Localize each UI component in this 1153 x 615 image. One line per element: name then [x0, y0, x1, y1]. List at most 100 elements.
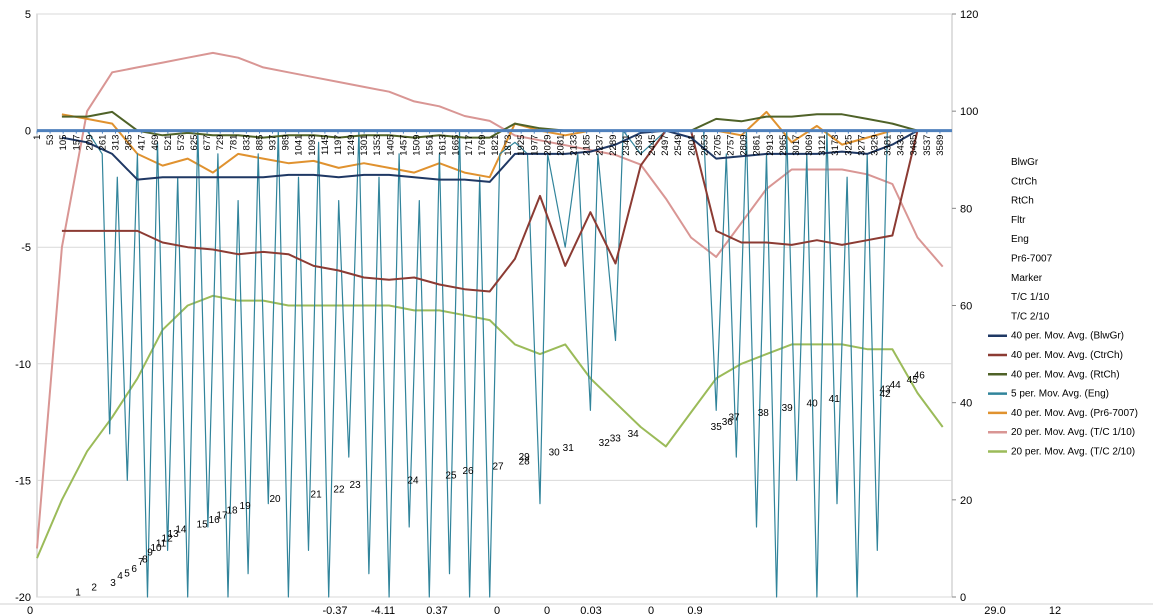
marker-label: 12: [162, 534, 174, 545]
x-tick-label: 209: [84, 135, 95, 151]
legend-label: 5 per. Mov. Avg. (Eng): [1011, 389, 1109, 400]
x-tick-label: 1457: [398, 135, 409, 156]
x-tick-label: 1093: [307, 135, 318, 156]
x-tick-label: 1561: [425, 135, 436, 156]
x-tick-label: 1: [32, 135, 43, 140]
marker-label: 33: [610, 433, 622, 444]
x-tick-label: 1041: [294, 135, 305, 156]
legend-label: T/C 2/10: [1011, 311, 1050, 322]
marker-label: 9: [147, 548, 153, 559]
y2-tick-label: 0: [960, 592, 966, 604]
marker-label: 45: [907, 375, 919, 386]
x-tick-label: 1873: [503, 135, 514, 156]
x-tick-label: 2497: [660, 135, 671, 156]
marker-label: 34: [628, 429, 640, 440]
legend-label: 20 per. Mov. Avg. (T/C 2/10): [1011, 447, 1135, 458]
x-tick-label: 417: [137, 135, 148, 151]
series-line: [61, 129, 943, 183]
y-tick-label: 0: [25, 126, 31, 138]
x-tick-label: 3485: [909, 135, 920, 156]
y-tick-label: -5: [21, 242, 31, 254]
footer-cell: -4.11: [371, 605, 395, 615]
marker-label: 43: [879, 384, 891, 395]
x-tick-label: 2705: [712, 135, 723, 156]
x-tick-label: 989: [281, 135, 292, 151]
x-tick-label: 3017: [791, 135, 802, 156]
series-line: [61, 129, 943, 293]
marker-label: 1: [75, 587, 81, 598]
x-tick-label: 313: [111, 135, 122, 151]
marker-label: 19: [240, 501, 252, 512]
x-tick-label: 3381: [883, 135, 894, 156]
x-tick-label: 1249: [346, 135, 357, 156]
footer-cell: 0: [494, 605, 500, 615]
x-tick-label: 1665: [451, 135, 462, 156]
y2-tick-label: 20: [960, 495, 972, 507]
x-tick-label: 2185: [582, 135, 593, 156]
x-tick-label: 2809: [739, 135, 750, 156]
legend-label: 40 per. Mov. Avg. (Pr6-7007): [1011, 408, 1138, 419]
footer-cell: 0.9: [687, 605, 702, 615]
x-tick-label: 2913: [765, 135, 776, 156]
series-line: [61, 110, 943, 179]
y2-tick-label: 80: [960, 203, 972, 215]
x-tick-label: 1769: [477, 135, 488, 156]
footer-cell: 0.37: [426, 605, 447, 615]
legend-label: RtCh: [1011, 196, 1034, 207]
marker-label: 16: [209, 515, 221, 526]
x-tick-label: 2081: [555, 135, 566, 156]
legend-label: 40 per. Mov. Avg. (CtrCh): [1011, 350, 1123, 361]
x-tick-label: 2653: [699, 135, 710, 156]
marker-label: 8: [142, 555, 148, 566]
x-tick-label: 3277: [856, 135, 867, 156]
x-tick-label: 885: [254, 135, 265, 151]
marker-label: 7: [138, 557, 144, 568]
marker-label: 25: [445, 471, 457, 482]
footer-cell: 0: [648, 605, 654, 615]
marker-label: 18: [226, 506, 238, 517]
legend-label: Marker: [1011, 273, 1043, 284]
footer-cell: 12: [1049, 605, 1061, 615]
marker-label: 4: [117, 571, 123, 582]
footer-cell: 29.0: [984, 605, 1005, 615]
x-tick-label: 1977: [529, 135, 540, 156]
x-tick-label: 2029: [542, 135, 553, 156]
x-tick-label: 1821: [490, 135, 501, 156]
marker-label: 32: [599, 438, 611, 449]
x-tick-label: 937: [268, 135, 279, 151]
marker-label: 22: [333, 485, 345, 496]
marker-label: 6: [131, 564, 137, 575]
y2-tick-label: 40: [960, 398, 972, 410]
x-tick-label: 469: [150, 135, 161, 151]
x-tick-label: 2861: [752, 135, 763, 156]
legend-label: 40 per. Mov. Avg. (RtCh): [1011, 369, 1120, 380]
footer-cell: -0.37: [322, 605, 347, 615]
x-tick-label: 2757: [726, 135, 737, 156]
marker-label: 21: [311, 489, 323, 500]
marker-label: 26: [463, 466, 475, 477]
x-tick-label: 1353: [372, 135, 383, 156]
footer-cell: 0: [544, 605, 550, 615]
x-tick-label: 3329: [869, 135, 880, 156]
footer-cell: 0: [27, 605, 33, 615]
marker-label: 37: [729, 412, 741, 423]
x-tick-label: 1301: [359, 135, 370, 156]
x-tick-label: 3589: [935, 135, 946, 156]
footer-cell: 0.03: [580, 605, 601, 615]
y2-tick-label: 120: [960, 9, 978, 21]
x-tick-label: 781: [228, 135, 239, 151]
marker-label: 24: [407, 475, 419, 486]
x-tick-label: 2237: [595, 135, 606, 156]
x-tick-label: 625: [189, 135, 200, 151]
x-tick-label: 157: [71, 135, 82, 151]
y-tick-label: 5: [25, 9, 31, 21]
marker-label: 31: [563, 443, 575, 454]
y2-tick-label: 100: [960, 106, 978, 118]
legend-label: Fltr: [1011, 215, 1026, 226]
marker-label: 15: [197, 520, 209, 531]
x-tick-label: 105: [58, 135, 69, 151]
legend-label: T/C 1/10: [1011, 292, 1050, 303]
x-tick-label: 3225: [843, 135, 854, 156]
x-tick-label: 573: [176, 135, 187, 151]
